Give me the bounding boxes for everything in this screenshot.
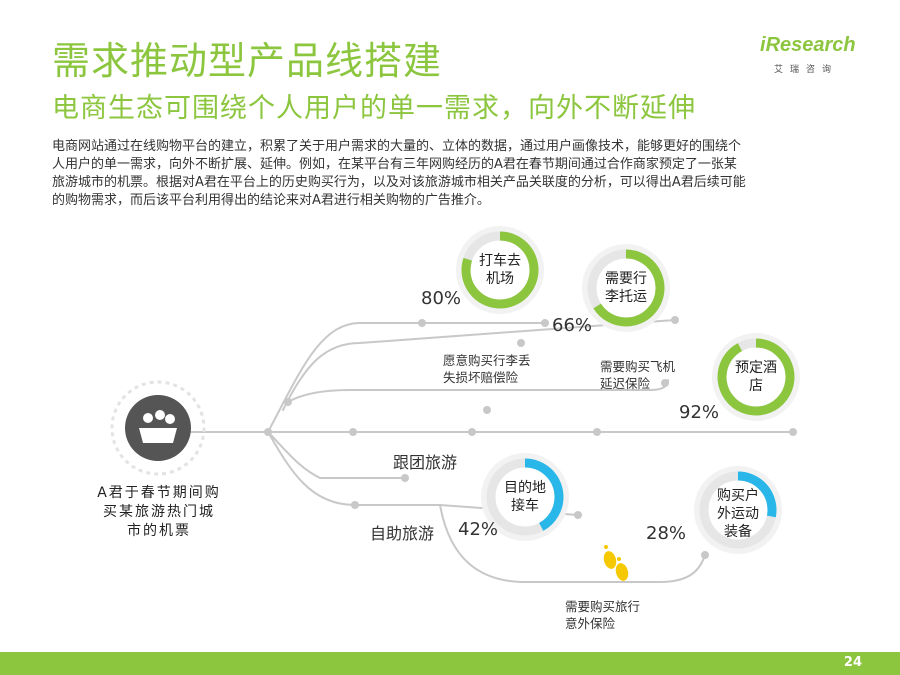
iresearch-logo: iResearch 艾瑞咨询 — [760, 34, 856, 78]
ring-outdoor — [694, 466, 782, 554]
path-to-taxi — [267, 322, 546, 433]
node-dot — [468, 428, 476, 436]
path-to-group-tour — [267, 431, 406, 479]
percent-outdoor: 28% — [646, 523, 687, 544]
description-line: 旅游城市的机票。根据对A君在平台上的历史购买行为，以及对该旅游城市相关产品关联度… — [52, 175, 746, 190]
start-label: A君于春节期间购 买某旅游热门城 市的机票 — [97, 485, 221, 539]
ring-luggage — [582, 244, 670, 332]
node-dot — [517, 339, 525, 347]
description-paragraph: 电商网站通过在线购物平台的建立，积累了关于用户需求的大量的、立体的数据，通过用户… — [52, 138, 852, 210]
ring-label-outdoor: 购买户 外运动 装备 — [717, 488, 759, 540]
logo-subtext: 艾瑞咨询 — [774, 65, 839, 75]
path-to-travel-insurance — [439, 504, 706, 583]
ring-progress-luggage — [587, 249, 665, 327]
branch-self-guided: 自助旅游 — [370, 524, 435, 543]
ring-label-taxi: 打车去 机场 — [479, 253, 521, 287]
description-line: 的购物需求，而后该平台利用得出的结论来对A君进行相关购物的广告推介。 — [52, 193, 490, 208]
path-to-luggage — [282, 319, 676, 411]
description-line: 人用户的单一需求，向外不断扩展、延伸。例如，在某平台有三年网购经历的A君在春节期… — [52, 157, 737, 172]
footer-bar — [0, 652, 900, 675]
page-number: 24 — [843, 655, 862, 670]
path-to-self-guided — [267, 431, 441, 506]
note-travel-insurance: 需要购买旅行 意外保险 — [565, 599, 641, 631]
ring-center — [726, 347, 786, 407]
page-subtitle: 电商生态可围绕个人用户的单一需求，向外不断延伸 — [52, 93, 696, 124]
percent-taxi: 80% — [421, 288, 462, 309]
ring-center — [495, 467, 555, 527]
node-dot — [351, 501, 359, 509]
ring-progress-outdoor — [699, 471, 777, 549]
node-dot — [593, 428, 601, 436]
node-dot — [349, 428, 357, 436]
node-dot — [574, 511, 582, 519]
percent-pickup: 42% — [458, 519, 499, 540]
footprint-icon — [603, 545, 629, 581]
ring-hotel — [712, 333, 800, 421]
ring-progress-hotel — [717, 338, 795, 416]
node-dot — [701, 551, 709, 559]
node-dot — [671, 316, 679, 324]
node-dot — [284, 398, 292, 406]
ring-taxi — [456, 226, 544, 314]
path-nodes — [264, 316, 797, 559]
page-title: 需求推动型产品线搭建 — [52, 39, 443, 83]
ring-pickup — [481, 453, 569, 541]
note-flight-delay: 需要购买飞机 延迟保险 — [600, 359, 676, 391]
node-dot — [661, 379, 669, 387]
node-dot — [264, 428, 272, 436]
ring-label-hotel: 预定酒店 — [735, 360, 777, 394]
node-dot — [401, 474, 409, 482]
node-dot — [541, 319, 549, 327]
percent-hotel: 92% — [679, 402, 720, 423]
node-dot — [789, 428, 797, 436]
branch-group-tour: 跟团旅游 — [393, 453, 458, 472]
start-node — [110, 380, 206, 476]
ring-label-pickup: 目的地 接车 — [504, 480, 546, 514]
percent-luggage: 66% — [552, 315, 593, 336]
group-icon — [139, 410, 177, 443]
logo-text: iResearch — [760, 34, 856, 56]
ring-progress-pickup — [486, 458, 564, 536]
ring-center — [596, 258, 656, 318]
ring-center — [708, 480, 768, 540]
description-line: 电商网站通过在线购物平台的建立，积累了关于用户需求的大量的、立体的数据，通过用户… — [52, 139, 742, 154]
ring-center — [470, 240, 530, 300]
node-dot — [483, 406, 491, 414]
node-dot — [418, 319, 426, 327]
ring-progress-taxi — [461, 231, 539, 309]
note-baggage-insurance: 愿意购买行李丢 失损坏赔偿险 — [443, 353, 531, 385]
ring-label-luggage: 需要行 李托运 — [605, 271, 647, 305]
ring-layer — [456, 226, 800, 554]
